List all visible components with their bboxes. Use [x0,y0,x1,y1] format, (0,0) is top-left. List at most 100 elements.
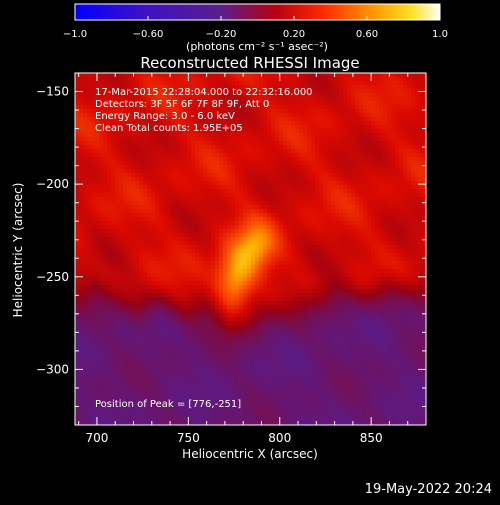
heatmap-cell [139,177,144,182]
heatmap-cell [419,261,424,266]
heatmap-cell [395,273,400,278]
heatmap-cell [95,221,100,226]
heatmap-cell [291,121,296,126]
heatmap-cell [283,157,288,162]
heatmap-cell [315,85,320,90]
heatmap-cell [183,209,188,214]
heatmap-cell [107,269,112,274]
heatmap-cell [143,221,148,226]
heatmap-cell [243,245,248,250]
heatmap-cell [387,181,392,186]
heatmap-cell [383,181,388,186]
heatmap-cell [231,157,236,162]
heatmap-cell [211,149,216,154]
heatmap-cell [367,89,372,94]
heatmap-cell [163,257,168,262]
heatmap-cell [367,153,372,158]
heatmap-cell [159,297,164,302]
heatmap-cell [211,185,216,190]
heatmap-cell [179,173,184,178]
heatmap-cell [223,249,228,254]
heatmap-cell [127,253,132,258]
heatmap-cell [267,253,272,258]
heatmap-cell [247,157,252,162]
heatmap-cell [179,193,184,198]
heatmap-cell [347,161,352,166]
heatmap-cell [391,229,396,234]
heatmap-cell [111,237,116,242]
heatmap-cell [155,173,160,178]
heatmap-cell [331,101,336,106]
heatmap-cell [399,197,404,202]
heatmap-cell [339,261,344,266]
heatmap-cell [339,245,344,250]
heatmap-cell [379,81,384,86]
heatmap-cell [359,281,364,286]
heatmap-cell [403,165,408,170]
heatmap-cell [171,249,176,254]
heatmap-cell [347,245,352,250]
heatmap-cell [287,213,292,218]
heatmap-cell [211,161,216,166]
heatmap-cell [279,161,284,166]
heatmap-cell [411,101,416,106]
heatmap-cell [319,165,324,170]
heatmap-cell [263,157,268,162]
heatmap-cell [131,217,136,222]
heatmap-cell [83,161,88,166]
heatmap-cell [391,81,396,86]
heatmap-cell [331,141,336,146]
heatmap-cell [155,289,160,294]
heatmap-cell [263,73,268,78]
heatmap-cell [351,229,356,234]
heatmap-cell [295,289,300,294]
heatmap-cell [79,77,84,82]
heatmap-cell [227,161,232,166]
heatmap-cell [335,129,340,134]
heatmap-cell [355,209,360,214]
heatmap-cell [179,265,184,270]
heatmap-cell [91,277,96,282]
heatmap-cell [87,141,92,146]
heatmap-cell [243,213,248,218]
heatmap-cell [163,197,168,202]
heatmap-cell [383,277,388,282]
heatmap-cell [235,233,240,238]
heatmap-cell [255,153,260,158]
heatmap-cell [231,77,236,82]
heatmap-cell [83,289,88,294]
heatmap-cell [151,213,156,218]
heatmap-cell [307,101,312,106]
heatmap-cell [399,249,404,254]
heatmap-cell [75,101,80,106]
heatmap-cell [83,253,88,258]
heatmap-cell [367,233,372,238]
heatmap-cell [155,253,160,258]
heatmap-cell [95,165,100,170]
heatmap-cell [319,285,324,290]
heatmap-cell [419,197,424,202]
heatmap-cell [295,237,300,242]
heatmap-cell [387,209,392,214]
heatmap-cell [179,169,184,174]
heatmap-cell [183,197,188,202]
heatmap-cell [415,193,420,198]
heatmap-cell [379,141,384,146]
heatmap-cell [419,169,424,174]
heatmap-cell [319,169,324,174]
heatmap-cell [319,249,324,254]
heatmap-cell [219,197,224,202]
heatmap-cell [155,141,160,146]
heatmap-cell [251,217,256,222]
heatmap-cell [319,189,324,194]
heatmap-cell [375,125,380,130]
heatmap-cell [247,141,252,146]
heatmap-cell [319,113,324,118]
heatmap-cell [367,141,372,146]
heatmap-cell [155,177,160,182]
colorbar-tick-label: 1.0 [432,29,448,40]
heatmap-cell [247,177,252,182]
heatmap-cell [163,193,168,198]
heatmap-cell [123,185,128,190]
heatmap-cell [419,173,424,178]
